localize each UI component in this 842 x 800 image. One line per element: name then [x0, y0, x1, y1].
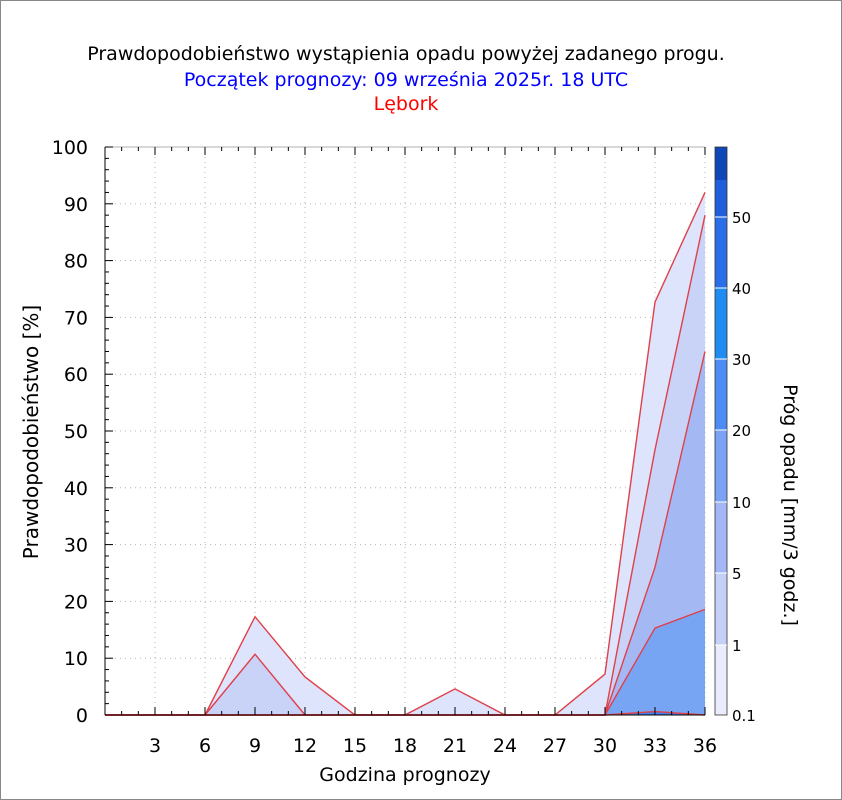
chart-title: Prawdopodobieństwo wystąpienia opadu pow… [87, 43, 725, 65]
x-tick-label: 9 [249, 735, 261, 757]
y-tick-label: 100 [52, 137, 88, 159]
tick-labels: 3 6 9 12 15 18 21 24 27 30 33 360102030405060708090… [52, 137, 717, 757]
colorbar-tick-label: 0.1 [732, 707, 756, 725]
y-axis-label: Prawdopodobieństwo [%] [19, 305, 43, 559]
colorbar-segment [715, 645, 727, 715]
x-tick-label: 6 [199, 735, 211, 757]
x-tick-label: 36 [693, 735, 717, 757]
y-tick-label: 60 [64, 364, 88, 386]
colorbar-outline [714, 146, 728, 716]
y-tick-label: 30 [64, 535, 88, 557]
x-tick-label: 30 [593, 735, 617, 757]
colorbar-label: Próg opadu [mm/3 godz.] [779, 384, 801, 626]
colorbar-tick-label: 1 [732, 637, 742, 655]
area-threshold-10 [105, 609, 705, 715]
grid-lines [105, 147, 706, 715]
colorbar-segment [715, 180, 727, 217]
threshold-colorbar: 0.1 1 5 10 20 30 40 50 [714, 146, 756, 725]
x-tick-label: 15 [343, 735, 367, 757]
x-tick-label: 12 [293, 735, 317, 757]
x-tick-label: 21 [443, 735, 467, 757]
colorbar-segment [715, 430, 727, 502]
chart-subtitle: Początek prognozy: 09 września 2025r. 18… [183, 69, 629, 91]
colorbar-segment [715, 502, 727, 573]
x-tick-label: 24 [493, 735, 517, 757]
x-axis-label: Godzina prognozy [319, 764, 490, 786]
colorbar-segment [715, 147, 727, 180]
colorbar-tick-label: 10 [732, 494, 751, 512]
y-tick-label: 50 [64, 421, 88, 443]
colorbar-tick-label: 30 [732, 351, 751, 369]
colorbar-tick-label: 20 [732, 422, 751, 440]
tick-marks [104, 146, 706, 716]
colorbar-tick-label: 5 [732, 565, 742, 583]
y-tick-label: 10 [64, 648, 88, 670]
y-tick-label: 80 [64, 251, 88, 273]
colorbar-segment [715, 573, 727, 645]
x-tick-label: 3 [149, 735, 161, 757]
colorbar-tick-label: 40 [732, 280, 751, 298]
y-tick-label: 90 [64, 194, 88, 216]
colorbar-tick-label: 50 [732, 209, 751, 227]
y-tick-label: 0 [76, 705, 88, 727]
y-tick-label: 70 [64, 307, 88, 329]
y-tick-label: 40 [64, 478, 88, 500]
colorbar-segment [715, 288, 727, 359]
colorbar-segment [715, 217, 727, 288]
x-tick-label: 27 [543, 735, 567, 757]
y-tick-label: 20 [64, 591, 88, 613]
x-tick-label: 18 [393, 735, 417, 757]
x-tick-label: 33 [643, 735, 667, 757]
location-label: Lębork [373, 93, 439, 115]
colorbar-segment [715, 359, 727, 430]
